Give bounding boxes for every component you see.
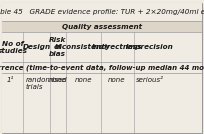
- Bar: [2, 21, 202, 32]
- Text: Risk
of
bias: Risk of bias: [49, 37, 67, 57]
- Text: Design: Design: [23, 44, 51, 50]
- Text: 1¹: 1¹: [7, 77, 14, 83]
- Bar: [2, 32, 202, 62]
- Bar: [2, 62, 202, 73]
- Text: No of
studies: No of studies: [0, 41, 28, 54]
- Text: serious²: serious²: [136, 77, 164, 83]
- Bar: [2, 3, 202, 21]
- Text: randomised
trials: randomised trials: [26, 77, 67, 90]
- Text: Quality assessment: Quality assessment: [62, 23, 142, 29]
- Text: none: none: [108, 77, 126, 83]
- Text: Table 45   GRADE evidence profile: TUR + 2×20mg/40ml epi: Table 45 GRADE evidence profile: TUR + 2…: [0, 9, 204, 15]
- Text: Inconsistency: Inconsistency: [55, 44, 111, 50]
- Text: none: none: [74, 77, 92, 83]
- Bar: [2, 73, 202, 133]
- Text: none: none: [49, 77, 67, 83]
- Text: Indirectness: Indirectness: [92, 44, 142, 50]
- Text: Recurrence (time-to-event data, follow-up median 44 months): Recurrence (time-to-event data, follow-u…: [0, 64, 204, 71]
- Text: Imprecision: Imprecision: [126, 44, 174, 50]
